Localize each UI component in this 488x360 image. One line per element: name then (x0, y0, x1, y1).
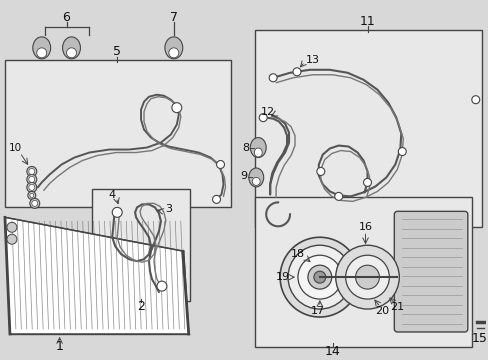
Text: 8: 8 (241, 143, 248, 153)
Text: 3: 3 (165, 204, 172, 214)
Circle shape (316, 167, 324, 175)
Circle shape (345, 255, 388, 299)
Circle shape (334, 192, 342, 201)
Ellipse shape (37, 48, 46, 58)
Ellipse shape (33, 37, 51, 59)
Ellipse shape (254, 148, 262, 157)
Bar (5, 60, 231, 207)
Circle shape (27, 166, 37, 176)
Circle shape (171, 103, 182, 113)
Bar (255, 30, 481, 227)
Text: 6: 6 (62, 12, 70, 24)
Text: 12: 12 (261, 107, 275, 117)
Text: 17: 17 (310, 306, 324, 316)
Circle shape (307, 265, 331, 289)
Text: 21: 21 (389, 302, 404, 312)
Text: 14: 14 (324, 345, 340, 359)
Ellipse shape (66, 48, 76, 58)
Circle shape (313, 271, 325, 283)
Circle shape (32, 201, 38, 206)
Ellipse shape (164, 37, 183, 59)
Circle shape (27, 183, 37, 192)
Circle shape (29, 176, 35, 183)
Circle shape (471, 96, 479, 104)
Text: 15: 15 (471, 332, 487, 346)
FancyBboxPatch shape (393, 211, 467, 332)
Text: 5: 5 (113, 45, 121, 58)
Circle shape (212, 195, 220, 203)
Polygon shape (5, 217, 188, 334)
Circle shape (268, 74, 277, 82)
Circle shape (157, 281, 166, 291)
Circle shape (7, 234, 17, 244)
Text: 11: 11 (359, 15, 375, 28)
Ellipse shape (168, 48, 179, 58)
Ellipse shape (250, 138, 265, 158)
Circle shape (112, 207, 122, 217)
Circle shape (216, 161, 224, 168)
Text: 13: 13 (305, 55, 319, 65)
Circle shape (297, 255, 341, 299)
Bar (92, 189, 189, 301)
Circle shape (398, 148, 406, 156)
Circle shape (280, 237, 359, 317)
Circle shape (28, 192, 36, 199)
Circle shape (30, 193, 34, 197)
Text: 20: 20 (375, 306, 388, 316)
Circle shape (292, 68, 300, 76)
Ellipse shape (62, 37, 81, 59)
Text: 19: 19 (275, 272, 289, 282)
Circle shape (259, 114, 266, 122)
Text: 16: 16 (358, 222, 372, 232)
Text: 10: 10 (8, 143, 21, 153)
Ellipse shape (248, 168, 263, 187)
Circle shape (30, 198, 40, 208)
Circle shape (27, 175, 37, 184)
Bar (255, 197, 471, 347)
Circle shape (7, 222, 17, 232)
Ellipse shape (252, 177, 260, 185)
Circle shape (335, 245, 399, 309)
Text: 18: 18 (290, 249, 305, 259)
Circle shape (29, 168, 35, 175)
Circle shape (287, 245, 351, 309)
Circle shape (363, 179, 371, 186)
Text: 7: 7 (169, 12, 178, 24)
Text: 2: 2 (137, 300, 144, 312)
Text: 1: 1 (56, 341, 63, 354)
Circle shape (29, 184, 35, 190)
Text: 9: 9 (239, 171, 246, 181)
Text: 4: 4 (108, 190, 116, 201)
Circle shape (355, 265, 379, 289)
